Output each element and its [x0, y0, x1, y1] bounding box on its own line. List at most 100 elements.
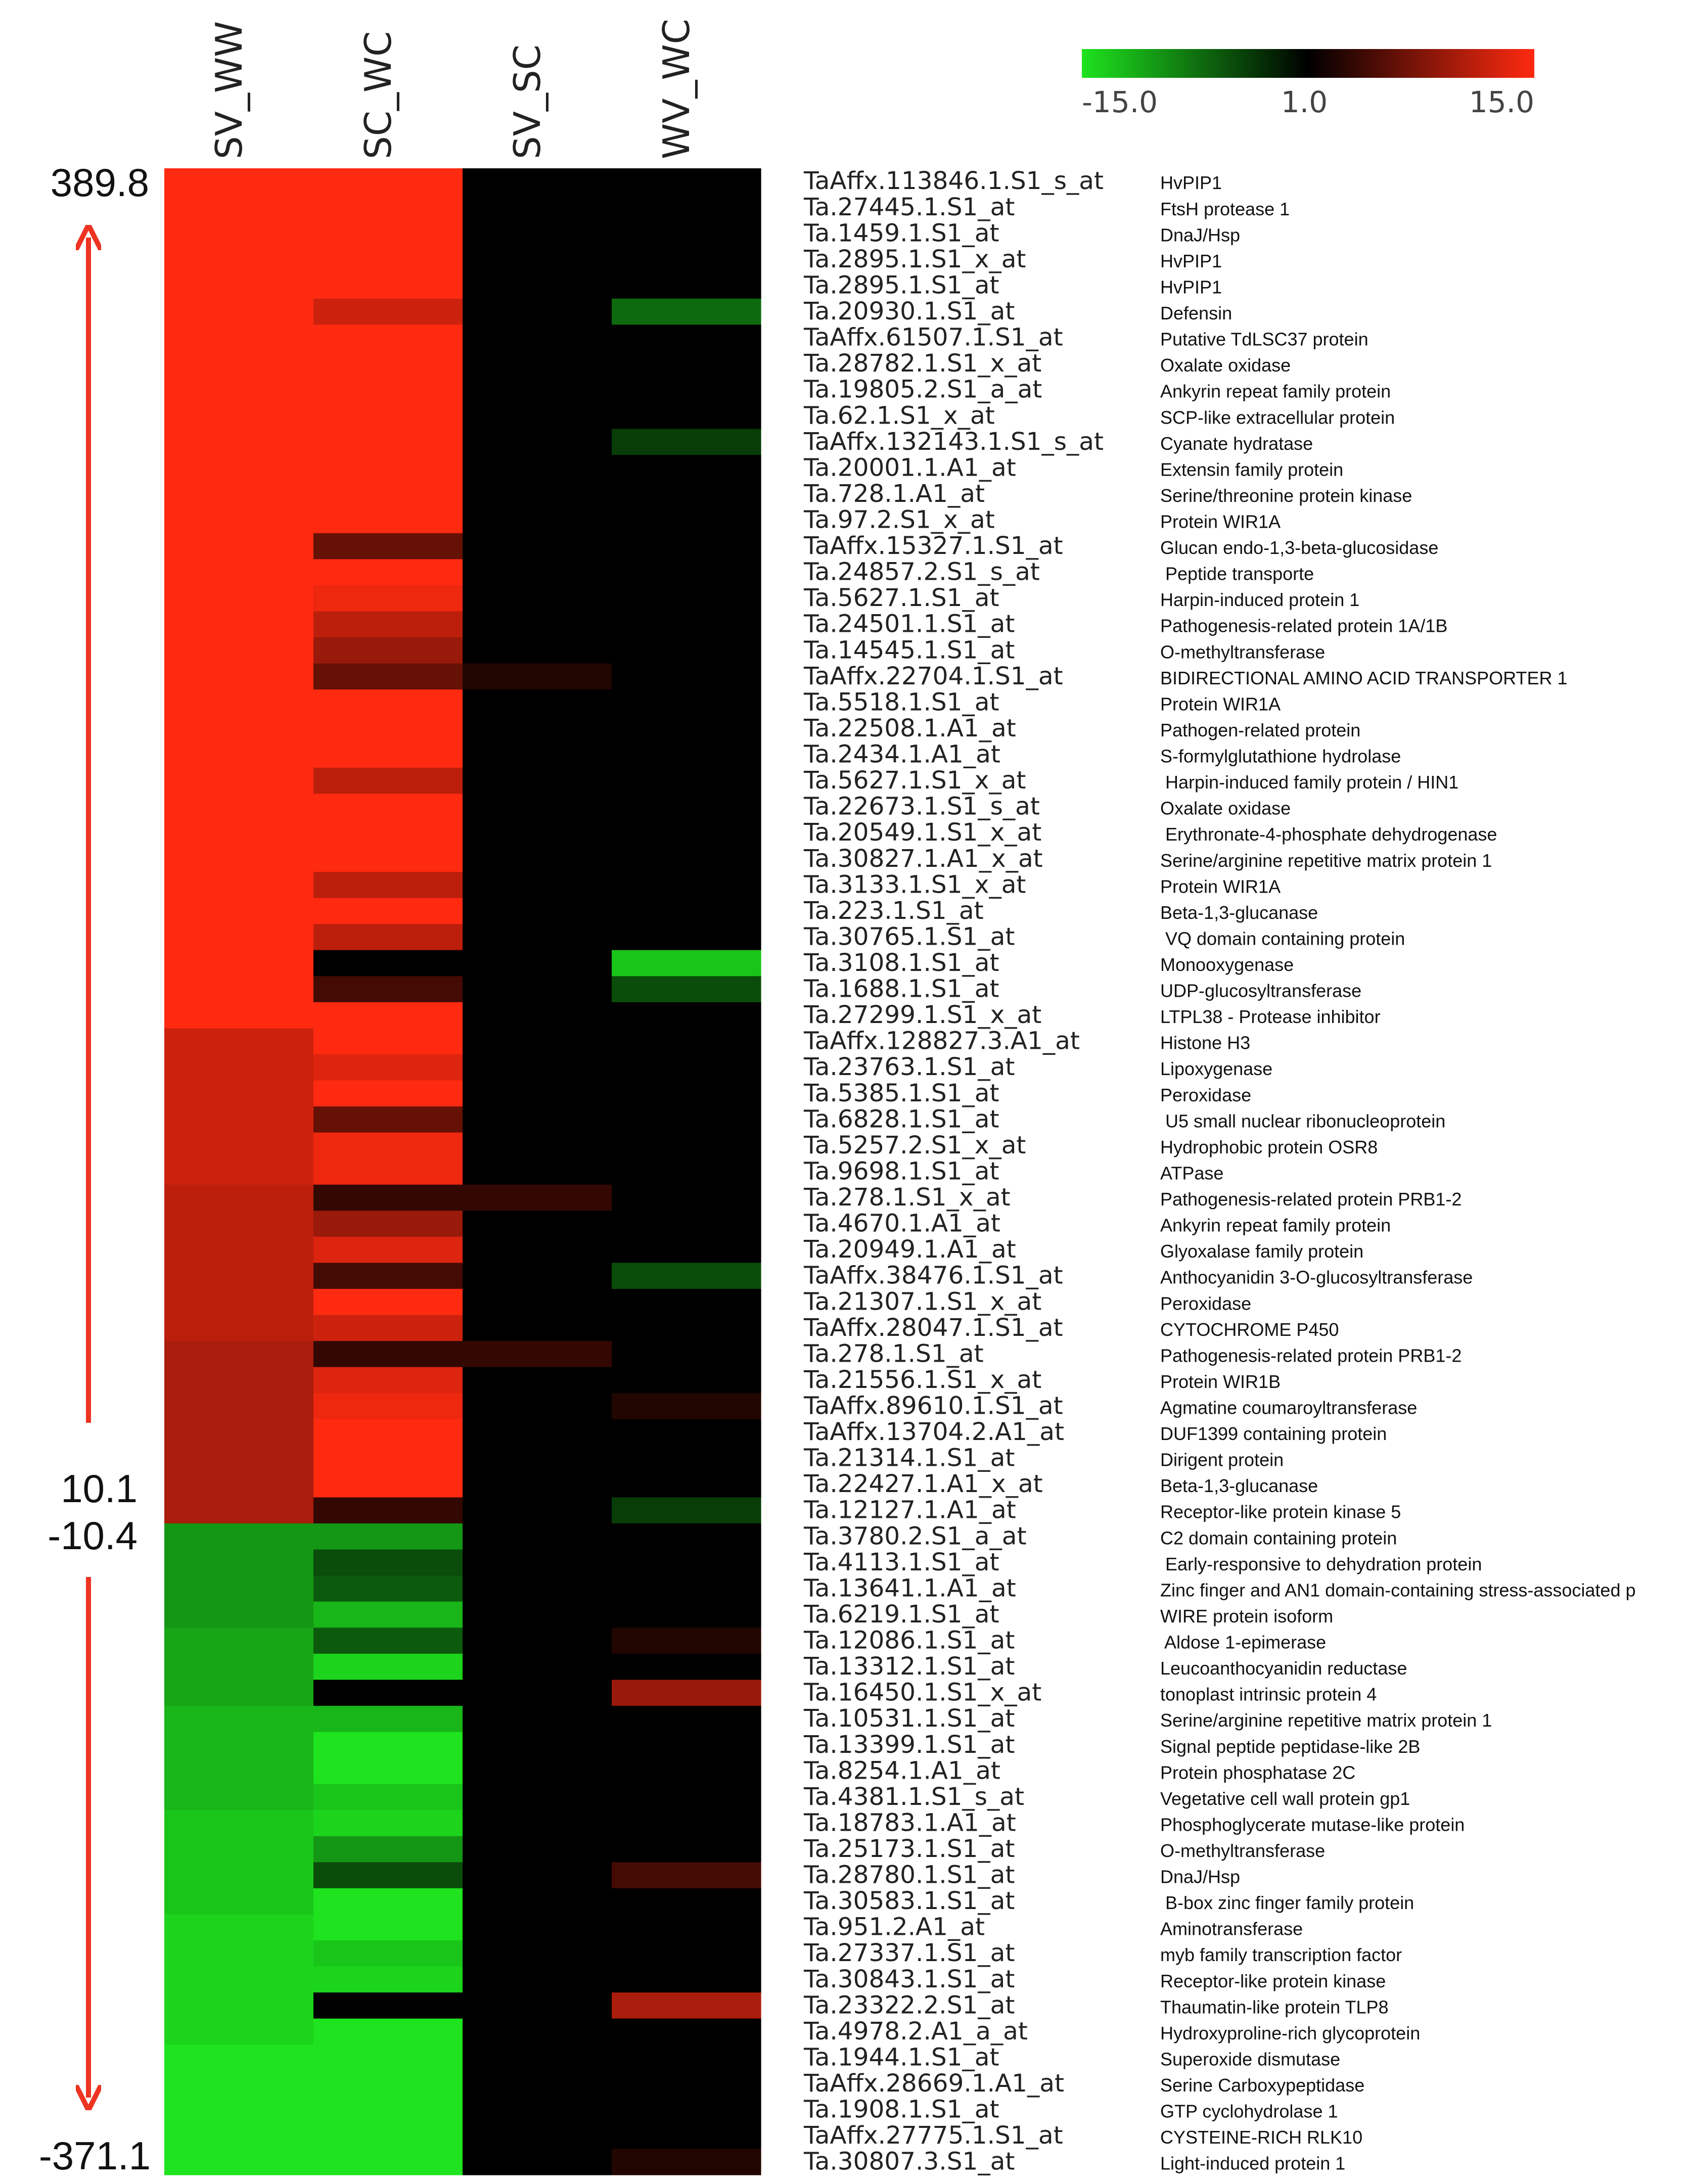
heatmap-cell: [164, 1888, 314, 1915]
annotation-label: DUF1399 containing protein: [1160, 1423, 1387, 1444]
heatmap-cell: [463, 1471, 612, 1498]
annotation-label: Early-responsive to dehydration protein: [1160, 1554, 1482, 1574]
heatmap-cell: [463, 1862, 612, 1889]
heatmap-cell: [313, 533, 463, 560]
heatmap-cell: [463, 220, 612, 247]
heatmap-cell: [463, 1028, 612, 1055]
annotation-label: Erythronate-4-phosphate dehydrogenase: [1160, 824, 1497, 845]
heatmap-cell: [612, 2122, 761, 2150]
heatmap-cell: [313, 1211, 463, 1237]
heatmap-cell: [313, 819, 463, 847]
annotation-label: Hydrophobic protein OSR8: [1160, 1137, 1378, 1157]
heatmap-cell: [463, 637, 612, 664]
heatmap-cell: [313, 611, 463, 638]
heatmap-cell: [164, 689, 314, 716]
heatmap-cell: [164, 1810, 314, 1837]
heatmap-cell: [164, 663, 314, 690]
heatmap-cell: [313, 715, 463, 742]
heatmap-cell: [463, 1445, 612, 1472]
probe-label: Ta.30583.1.S1_at: [803, 1887, 1015, 1915]
heatmap-cell: [463, 1236, 612, 1264]
heatmap-cell: [463, 1158, 612, 1185]
range-label-upper-bottom: 10.1: [61, 1466, 138, 1511]
probe-label: TaAffx.22704.1.S1_at: [803, 662, 1063, 690]
heatmap-cell: [164, 1836, 314, 1863]
heatmap-cell: [313, 767, 463, 795]
heatmap-cell: [463, 1914, 612, 1941]
heatmap-cell: [313, 1080, 463, 1107]
heatmap-cell: [463, 1940, 612, 1967]
heatmap-cell: [313, 585, 463, 612]
heatmap-cell: [164, 1211, 314, 1237]
heatmap-cell: [612, 1549, 761, 1576]
annotation-label: Glucan endo-1,3-beta-glucosidase: [1160, 537, 1438, 558]
probe-label: Ta.278.1.S1_x_at: [803, 1183, 1011, 1212]
heatmap-cell: [164, 1367, 314, 1393]
heatmap-cell: [313, 298, 463, 325]
heatmap-cell: [164, 1575, 314, 1602]
probe-label: Ta.3108.1.S1_at: [803, 949, 999, 977]
heatmap-cell: [612, 1002, 761, 1029]
annotation-label: HvPIP1: [1160, 251, 1222, 271]
probe-label: Ta.1459.1.S1_at: [803, 219, 999, 247]
heatmap-cell: [164, 1445, 314, 1472]
probe-label: TaAffx.128827.3.A1_at: [803, 1027, 1080, 1055]
color-scale-legend: -15.0 1.0 15.0: [1082, 49, 1534, 119]
heatmap-cell: [313, 898, 463, 924]
heatmap-cell: [612, 1810, 761, 1837]
annotation-label: Lipoxygenase: [1160, 1058, 1272, 1079]
heatmap-cell: [463, 767, 612, 795]
heatmap-cell: [313, 1236, 463, 1264]
heatmap-cell: [612, 794, 761, 820]
probe-label: Ta.4670.1.A1_at: [803, 1210, 1000, 1238]
heatmap-cell: [463, 168, 612, 195]
heatmap-cell: [164, 350, 314, 378]
heatmap-cell: [164, 819, 314, 847]
heatmap-cell: [164, 403, 314, 430]
heatmap-cell: [463, 663, 612, 690]
heatmap-cell: [164, 1080, 314, 1107]
probe-label: Ta.30807.3.S1_at: [803, 2148, 1015, 2176]
probe-label: Ta.6219.1.S1_at: [803, 1600, 999, 1629]
heatmap-cell: [313, 1940, 463, 1967]
probe-label: Ta.6828.1.S1_at: [803, 1105, 999, 1133]
heatmap-cell: [612, 1732, 761, 1758]
heatmap-cell: [612, 1888, 761, 1915]
heatmap-cell: [612, 1080, 761, 1107]
heatmap-cell: [164, 976, 314, 1003]
heatmap-cell: [612, 950, 761, 977]
heatmap-cell: [612, 1419, 761, 1446]
annotation-label: Harpin-induced family protein / HIN1: [1160, 772, 1458, 793]
annotation-label: Protein phosphatase 2C: [1160, 1762, 1355, 1783]
scale-min-label: -15.0: [1082, 85, 1158, 119]
heatmap-cell: [612, 689, 761, 716]
heatmap-cell: [313, 1184, 463, 1211]
heatmap-cell: [463, 1341, 612, 1368]
heatmap-cell: [463, 741, 612, 768]
heatmap-cell: [313, 559, 463, 586]
probe-label: Ta.5385.1.S1_at: [803, 1079, 999, 1107]
annotation-label: C2 domain containing protein: [1160, 1527, 1397, 1548]
heatmap-cell: [164, 533, 314, 560]
heatmap-cell: [313, 663, 463, 690]
probe-label: Ta.728.1.A1_at: [803, 480, 985, 508]
annotation-label: CYSTEINE-RICH RLK10: [1160, 2127, 1362, 2148]
probe-label: Ta.30843.1.S1_at: [803, 1965, 1015, 1993]
heatmap-cell: [313, 1341, 463, 1368]
probe-label: Ta.20949.1.A1_at: [803, 1235, 1016, 1264]
heatmap-cell: [463, 1106, 612, 1133]
annotation-label: Oxalate oxidase: [1160, 355, 1291, 376]
heatmap-cell: [313, 1002, 463, 1029]
heatmap-cell: [612, 1784, 761, 1810]
range-label-top: 389.8: [51, 160, 149, 205]
probe-label: TaAffx.113846.1.S1_s_at: [803, 167, 1104, 195]
annotation-label: Pathogenesis-related protein 1A/1B: [1160, 616, 1447, 636]
scale-max-label: 15.0: [1469, 85, 1534, 119]
annotation-label: GTP cyclohydrolase 1: [1160, 2101, 1338, 2122]
heatmap-cell: [612, 1132, 761, 1159]
heatmap-cell: [612, 924, 761, 951]
heatmap-cell: [612, 507, 761, 534]
heatmap-cell: [164, 220, 314, 247]
heatmap-cell: [164, 377, 314, 403]
heatmap-cell: [463, 819, 612, 847]
